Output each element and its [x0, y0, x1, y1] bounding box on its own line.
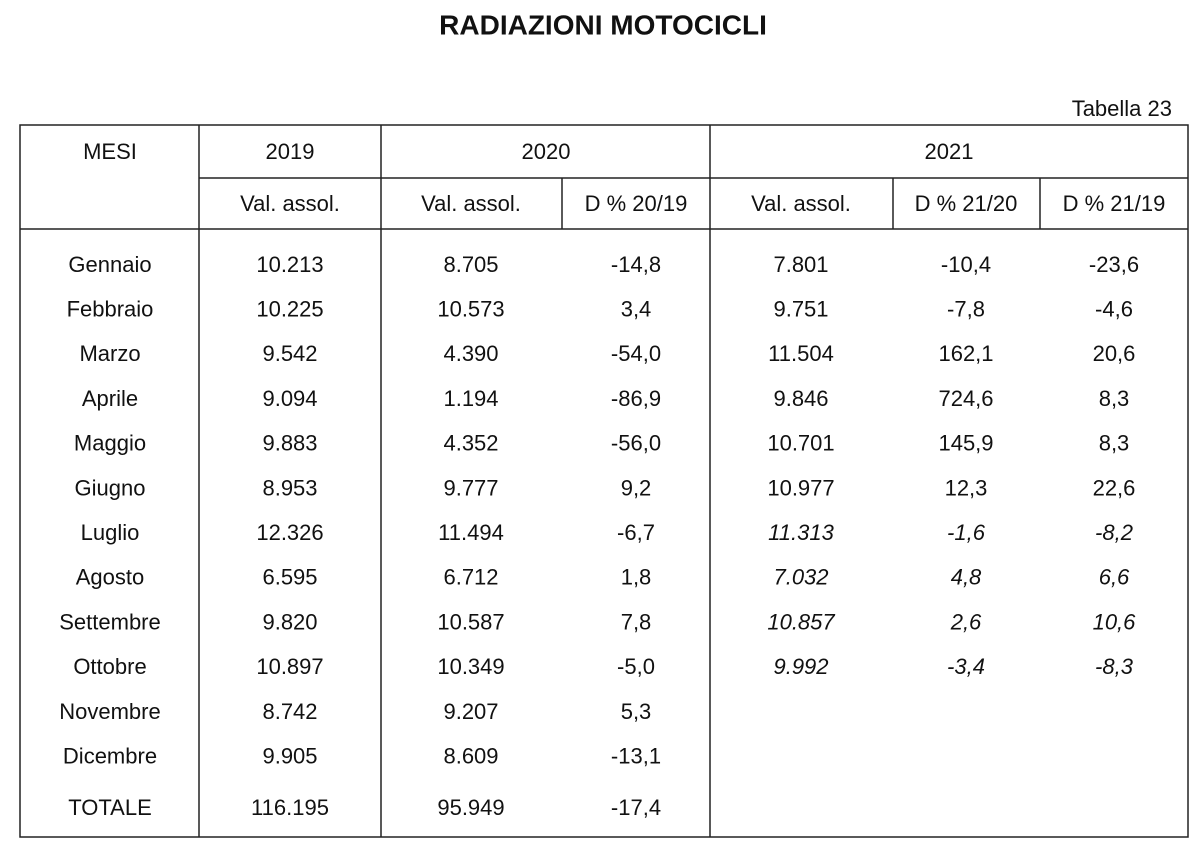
cell: 8.742 — [262, 699, 317, 724]
cell: 6,6 — [1099, 565, 1130, 590]
cell: -86,9 — [611, 386, 661, 411]
cell: -5,0 — [617, 654, 655, 679]
row-label: Novembre — [59, 699, 160, 724]
cell: 22,6 — [1093, 475, 1136, 500]
cell: -17,4 — [611, 795, 661, 820]
cell: 10.587 — [437, 609, 504, 634]
cell: 9.751 — [773, 297, 828, 322]
cell: -56,0 — [611, 431, 661, 456]
title: RADIAZIONI MOTOCICLI — [439, 9, 767, 40]
cell: 7,8 — [621, 609, 652, 634]
sub-header: D % 21/19 — [1063, 191, 1166, 216]
cell: -54,0 — [611, 341, 661, 366]
cell: 145,9 — [938, 431, 993, 456]
row-label: Febbraio — [67, 297, 154, 322]
cell: 2,6 — [950, 609, 982, 634]
sub-header: Val. assol. — [421, 191, 521, 216]
cell: 1.194 — [443, 386, 498, 411]
cell: 162,1 — [938, 341, 993, 366]
row-label: Giugno — [75, 475, 146, 500]
cell: -23,6 — [1089, 252, 1139, 277]
cell: 9.094 — [262, 386, 317, 411]
table-label: Tabella 23 — [1072, 96, 1172, 121]
cell: 8.953 — [262, 475, 317, 500]
cell: -8,3 — [1095, 654, 1134, 679]
cell: 9.207 — [443, 699, 498, 724]
row-label: Settembre — [59, 609, 161, 634]
cell: 10.977 — [767, 475, 834, 500]
cell: 1,8 — [621, 565, 652, 590]
sub-header: D % 21/20 — [915, 191, 1018, 216]
cell: -8,2 — [1095, 520, 1133, 545]
cell: 116.195 — [251, 795, 329, 820]
cell: 6.712 — [443, 565, 498, 590]
cell: 11.504 — [768, 341, 834, 366]
cell: -14,8 — [611, 252, 661, 277]
sub-header: Val. assol. — [240, 191, 340, 216]
cell: -3,4 — [947, 654, 985, 679]
cell: 8.705 — [443, 252, 498, 277]
row-label: Aprile — [82, 386, 138, 411]
year-header: 2021 — [925, 139, 974, 164]
cell: 9.820 — [262, 609, 317, 634]
cell: 10.701 — [767, 431, 834, 456]
row-label: Agosto — [76, 565, 145, 590]
cell: 9.992 — [773, 654, 828, 679]
cell: 12.326 — [256, 520, 323, 545]
cell: 10.897 — [256, 654, 323, 679]
row-label: TOTALE — [68, 795, 152, 820]
cell: 4.390 — [443, 341, 498, 366]
row-label: Gennaio — [68, 252, 151, 277]
cell: 8,3 — [1099, 386, 1130, 411]
year-header: 2019 — [266, 139, 315, 164]
table-border — [19, 124, 1189, 838]
cell: -10,4 — [941, 252, 991, 277]
cell: 3,4 — [621, 297, 652, 322]
cell: 9.777 — [443, 475, 498, 500]
cell: 9.905 — [262, 744, 317, 769]
cell: 10.349 — [437, 654, 504, 679]
cell: 10.225 — [256, 297, 323, 322]
cell: 6.595 — [262, 565, 317, 590]
header-cell: MESI — [83, 139, 137, 164]
cell: 10.857 — [767, 609, 835, 634]
sub-header: Val. assol. — [751, 191, 851, 216]
cell: 10.573 — [437, 297, 504, 322]
cell: 9.883 — [262, 431, 317, 456]
cell: 20,6 — [1093, 341, 1136, 366]
cell: 724,6 — [938, 386, 993, 411]
cell: -1,6 — [947, 520, 986, 545]
cell: -4,6 — [1095, 297, 1133, 322]
cell: 4,8 — [951, 565, 982, 590]
row-label: Ottobre — [73, 654, 146, 679]
cell: -13,1 — [611, 744, 661, 769]
cell: -7,8 — [947, 297, 985, 322]
row-label: Maggio — [74, 431, 146, 456]
cell: 8,3 — [1099, 431, 1130, 456]
row-label: Dicembre — [63, 744, 157, 769]
cell: 9,2 — [621, 475, 652, 500]
row-label: Marzo — [79, 341, 140, 366]
cell: 10,6 — [1093, 609, 1137, 634]
cell: 11.494 — [438, 520, 504, 545]
row-label: Luglio — [81, 520, 140, 545]
cell: 10.213 — [256, 252, 323, 277]
cell: 12,3 — [945, 475, 988, 500]
cell: 95.949 — [437, 795, 504, 820]
cell: 8.609 — [443, 744, 498, 769]
cell: 9.846 — [773, 386, 828, 411]
year-header: 2020 — [522, 139, 571, 164]
cell: 11.313 — [768, 520, 834, 545]
cell: 4.352 — [443, 431, 498, 456]
cell: -6,7 — [617, 520, 655, 545]
cell: 9.542 — [262, 341, 317, 366]
cell: 7.801 — [773, 252, 828, 277]
cell: 5,3 — [621, 699, 652, 724]
cell: 7.032 — [773, 565, 828, 590]
sub-header: D % 20/19 — [585, 191, 688, 216]
